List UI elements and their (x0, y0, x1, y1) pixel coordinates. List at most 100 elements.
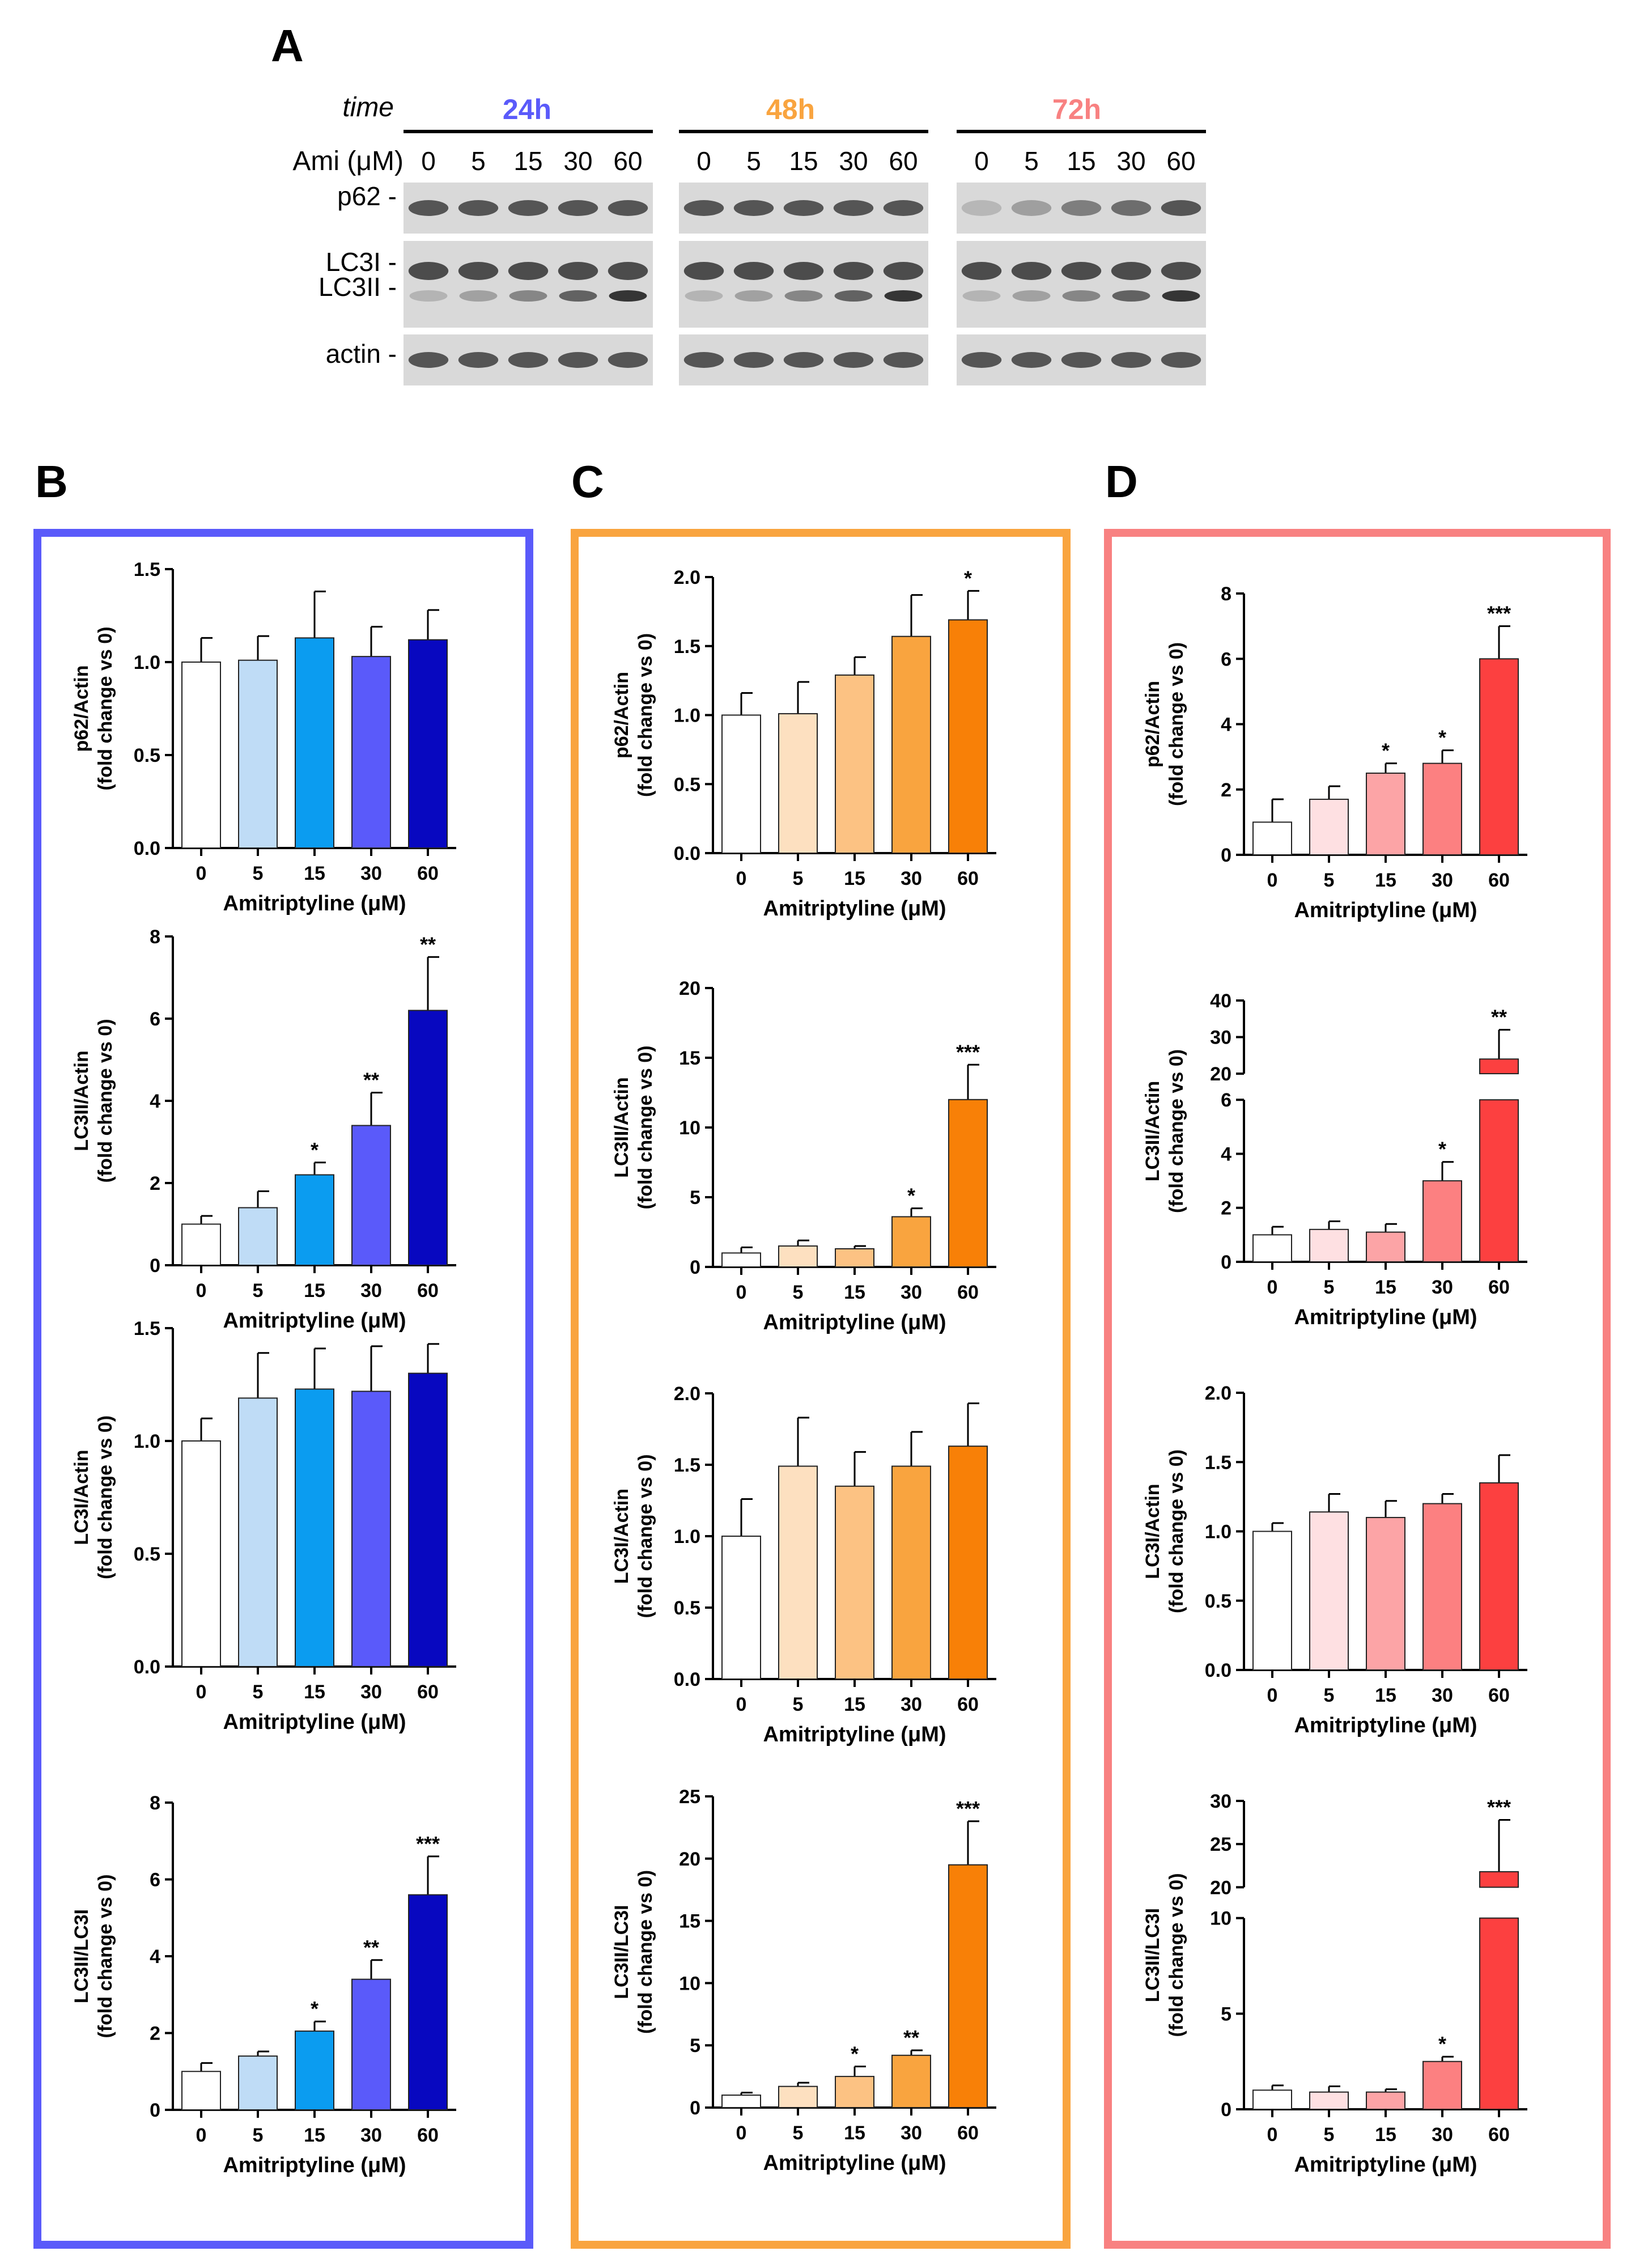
panel-c-frame (571, 529, 1071, 2249)
significance-mark: * (851, 2042, 859, 2066)
panel-label-b: B (35, 456, 68, 507)
x-tick-label: 30 (901, 1282, 922, 1303)
blot-band (961, 262, 1002, 280)
x-tick-label: 15 (844, 1282, 865, 1303)
y-tick-label: 0 (690, 2097, 700, 2119)
bar (1366, 1517, 1405, 1671)
blot-band (458, 352, 499, 368)
blot-band (1161, 262, 1201, 280)
blot-dose-label: 30 (839, 146, 868, 176)
bar (1309, 1511, 1349, 1671)
y-axis-label: LC3II/Actin (1142, 1081, 1163, 1182)
y-tick-label: 1.5 (134, 559, 160, 580)
bar (778, 1465, 818, 1680)
blot-band (734, 290, 773, 302)
y-axis-label: p62/Actin (611, 672, 632, 758)
x-axis-label: Amitriptyline (μM) (763, 897, 946, 921)
bar (181, 662, 221, 849)
y-tick-label: 8 (150, 1792, 160, 1814)
bar (351, 1978, 391, 2110)
y-tick-label: 4 (150, 1091, 160, 1112)
bar (1309, 2091, 1349, 2110)
x-tick-label: 30 (1432, 2124, 1453, 2146)
blot-band (1112, 290, 1150, 302)
blot-band (509, 290, 547, 302)
y-axis-label-sub: (fold change vs 0) (1166, 1449, 1187, 1613)
blot-band (783, 262, 824, 280)
blot-band (1012, 290, 1051, 302)
y-axis-label: p62/Actin (71, 665, 92, 752)
bar (948, 1864, 988, 2109)
chart-C1: 0.0 0.5 1.0 1.5 2.0 0 5 15 30 60 * Amitriptyline (μ… (611, 566, 996, 921)
blot-band (608, 352, 648, 368)
blot-band (685, 290, 723, 302)
blot-row-label: actin - (326, 339, 397, 368)
bar (948, 1445, 988, 1680)
blot-band (458, 262, 499, 280)
blot-band (558, 262, 598, 280)
blot-band (962, 290, 1001, 302)
bar (1422, 1503, 1462, 1671)
x-tick-label: 5 (253, 1280, 264, 1302)
bar (1479, 1917, 1519, 2110)
significance-mark: ** (1491, 1006, 1507, 1029)
significance-mark: ** (363, 1069, 379, 1092)
bar (1309, 1228, 1349, 1262)
x-tick-label: 0 (196, 2125, 207, 2146)
bar (778, 2085, 818, 2108)
bar (721, 714, 761, 854)
x-tick-label: 60 (1488, 2124, 1510, 2146)
y-tick-label: 30 (1210, 1791, 1231, 1812)
significance-mark: *** (956, 1040, 980, 1063)
blot-band (834, 290, 873, 302)
y-tick-label: 0.0 (674, 843, 700, 864)
x-tick-label: 5 (1324, 2124, 1335, 2146)
y-tick-label: 15 (679, 1911, 700, 1932)
y-tick-label: 2.0 (1205, 1383, 1231, 1404)
y-tick-label: 10 (679, 1973, 700, 1994)
chart-D1: 0 2 4 6 8 0 5 15 * 30 * 60 *** Amitriptyline (μM) p62/… (1142, 583, 1527, 922)
x-tick-label: 0 (196, 1280, 207, 1302)
significance-mark: * (907, 1184, 915, 1207)
blot-band (733, 262, 774, 280)
blot-band (961, 200, 1002, 216)
x-tick-label: 60 (1488, 870, 1510, 891)
y-tick-label: 1.0 (134, 652, 160, 673)
x-tick-label: 15 (304, 1280, 325, 1302)
significance-mark: * (1438, 1138, 1446, 1161)
bar (835, 674, 874, 854)
x-tick-label: 0 (736, 1694, 747, 1715)
blot-band (1111, 262, 1152, 280)
y-tick-label: 25 (1210, 1834, 1231, 1855)
y-tick-label: 2 (1221, 779, 1231, 801)
bar (835, 1485, 874, 1680)
blot-band (608, 262, 648, 280)
y-tick-label: 4 (1221, 1143, 1231, 1165)
y-axis-label: LC3I/Actin (1142, 1483, 1163, 1579)
blot-band (558, 200, 598, 216)
y-axis-label: p62/Actin (1142, 681, 1163, 768)
y-tick-label: 4 (1221, 714, 1231, 736)
chart-C4: 0 5 10 15 20 25 0 5 15 * 30 ** 60 *** Amitriptyline (μ… (611, 1786, 996, 2175)
x-tick-label: 30 (360, 1681, 382, 1703)
bar (721, 1252, 761, 1267)
bar (238, 2055, 278, 2110)
y-tick-label: 0.0 (1205, 1660, 1231, 1681)
blot-strip (957, 241, 1206, 328)
y-tick-label: 0 (1221, 845, 1231, 866)
chart-B4: 0 2 4 6 8 0 5 15 * 30 ** 60 *** Amitriptyline (μM) LC3… (71, 1792, 456, 2177)
x-tick-label: 15 (844, 2122, 865, 2144)
x-tick-label: 60 (417, 2125, 439, 2146)
blot-band (1061, 262, 1102, 280)
x-tick-label: 5 (1324, 1277, 1335, 1298)
x-axis-label: Amitriptyline (μM) (223, 1309, 406, 1333)
x-tick-label: 30 (360, 863, 382, 884)
blot-band (1011, 200, 1052, 216)
x-tick-label: 15 (304, 863, 325, 884)
y-axis-label: LC3II/Actin (611, 1077, 632, 1178)
x-tick-label: 0 (736, 2122, 747, 2144)
bar (181, 1440, 221, 1667)
blot-band (458, 200, 499, 216)
bar (1252, 1234, 1292, 1262)
